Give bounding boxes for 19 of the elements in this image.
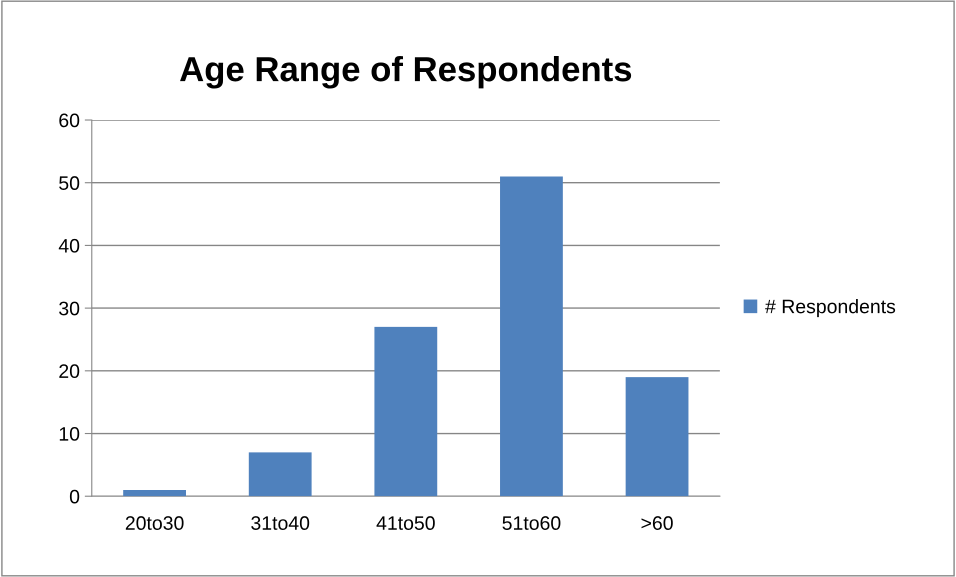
- bar: [123, 490, 186, 496]
- bar: [626, 377, 688, 496]
- y-tick-label: 0: [70, 490, 80, 504]
- y-tick-label: 10: [60, 426, 80, 441]
- chart-title: Age Range of Respondents: [180, 56, 632, 88]
- y-tick-label: 20: [59, 364, 80, 378]
- bar: [500, 176, 563, 496]
- x-tick-label: >60: [642, 516, 673, 530]
- bar: [248, 452, 312, 496]
- x-tick-label: 31to40: [251, 516, 310, 530]
- legend-label: # Respondents: [765, 299, 896, 318]
- y-tick-label: 30: [59, 302, 80, 316]
- x-tick-label: 41to50: [376, 516, 435, 530]
- y-tick-label: 50: [59, 176, 80, 190]
- y-tick-label: 40: [58, 238, 80, 253]
- x-tick-label: 51to60: [502, 516, 560, 530]
- bar: [374, 326, 438, 496]
- y-tick-label: 60: [59, 113, 80, 128]
- x-tick-label: 20to30: [126, 516, 184, 530]
